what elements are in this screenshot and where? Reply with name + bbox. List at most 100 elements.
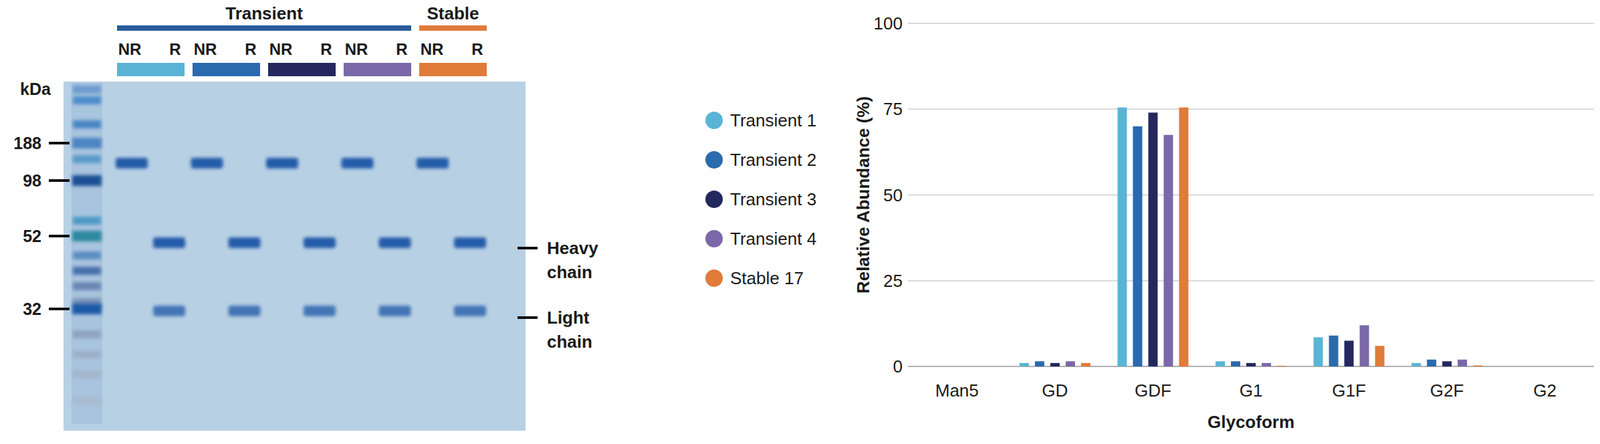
ladder-band [72, 330, 101, 339]
protein-band [341, 157, 374, 169]
group-bar [419, 25, 487, 31]
x-axis-title: Glycoform [1207, 411, 1295, 432]
figure: 188985232kDaTransientNRRNRRNRRNRRStableN… [0, 0, 1600, 444]
grid-line [907, 22, 1594, 25]
marker-label: 32 [22, 299, 42, 319]
lane-label: NR [193, 40, 218, 59]
bar [1313, 336, 1324, 367]
legend-marker [705, 151, 723, 169]
protein-band [453, 305, 487, 317]
legend: Transient 1Transient 2Transient 3Transie… [705, 110, 817, 289]
band-label-line: Light [546, 307, 590, 328]
x-tick-label: G1 [1239, 380, 1264, 401]
ladder-band [72, 155, 101, 164]
y-tick-label: 75 [883, 98, 903, 120]
grid-line [907, 280, 1594, 282]
y-tick-label: 50 [883, 185, 903, 206]
bar [1081, 363, 1091, 367]
marker-tick [48, 141, 70, 145]
bar [1132, 126, 1142, 367]
lane-label: NR [345, 40, 369, 59]
bar [952, 366, 962, 368]
bar [1457, 359, 1467, 367]
ladder-band [72, 85, 101, 94]
bar-chart: 0255075100Relative Abundance (%)Man5GDGD… [705, 13, 1594, 432]
lane-label: NR [420, 40, 444, 59]
legend-label: Transient 4 [730, 228, 817, 249]
band-pointer [517, 246, 538, 250]
ladder-band [72, 251, 101, 260]
legend-marker [705, 190, 723, 208]
ladder-band [72, 370, 101, 379]
sample-bar [268, 62, 336, 77]
band-label-line: Heavy [546, 238, 599, 259]
x-tick-label: G2 [1533, 380, 1557, 401]
protein-band [416, 157, 449, 169]
bar [1442, 361, 1452, 367]
sample-bar [419, 62, 487, 77]
protein-band [228, 305, 261, 317]
bar [1375, 345, 1385, 367]
bar [1540, 366, 1550, 368]
bar [1555, 366, 1566, 368]
bar [1050, 363, 1060, 367]
protein-band [303, 237, 336, 249]
protein-band [453, 237, 487, 249]
sample-bar [192, 62, 261, 77]
gel-panel: 188985232kDaTransientNRRNRRNRRNRRStableN… [13, 3, 599, 431]
group-bar [117, 25, 412, 31]
group-label: Transient [225, 3, 303, 24]
lane-label: NR [269, 40, 293, 59]
lane-label: R [320, 40, 332, 59]
bar [1359, 324, 1370, 367]
grid-line [907, 194, 1594, 196]
legend-label: Transient 3 [730, 189, 817, 210]
x-tick-label: Man5 [935, 380, 979, 401]
lane-label: R [471, 40, 483, 59]
band-label-line: chain [546, 262, 593, 283]
bar [1148, 112, 1158, 367]
legend-label: Transient 1 [730, 110, 817, 131]
gel-background [63, 81, 526, 431]
ladder-band [72, 266, 101, 275]
bar [921, 366, 931, 368]
sample-bar [343, 62, 412, 77]
protein-band [379, 305, 412, 317]
bar [1571, 366, 1581, 368]
y-tick-label: 0 [893, 356, 903, 377]
marker-label: 52 [22, 226, 42, 246]
sample-bar [117, 62, 185, 77]
x-tick-label: G2F [1430, 380, 1465, 401]
protein-band [191, 157, 224, 169]
x-tick-label: G1F [1331, 380, 1366, 401]
legend-marker [705, 111, 723, 130]
bars [1019, 107, 1483, 367]
bar [1117, 107, 1127, 367]
marker-tick [48, 234, 70, 238]
legend-marker [705, 269, 723, 287]
bar [967, 366, 977, 368]
marker-tick [48, 307, 70, 311]
marker-tick [48, 179, 70, 182]
bar [1065, 361, 1076, 367]
bar [1246, 363, 1256, 367]
bar [1277, 365, 1287, 367]
protein-band [266, 157, 299, 169]
bar [936, 366, 947, 368]
protein-band [115, 157, 148, 169]
bar [1230, 361, 1241, 367]
band-label-line: chain [546, 331, 593, 352]
ladder-band [72, 216, 101, 225]
ladder-band [72, 137, 102, 149]
gel-axis-label: kDa [20, 79, 52, 99]
ladder-band [72, 120, 101, 129]
ladder-band [72, 96, 101, 105]
bar [1329, 335, 1339, 367]
band-pointer [517, 316, 538, 319]
bar [1525, 366, 1535, 368]
lane-label: R [244, 40, 257, 59]
protein-band [379, 237, 412, 249]
group-label: Stable [426, 3, 479, 24]
protein-band [303, 305, 336, 317]
protein-band [228, 237, 261, 249]
